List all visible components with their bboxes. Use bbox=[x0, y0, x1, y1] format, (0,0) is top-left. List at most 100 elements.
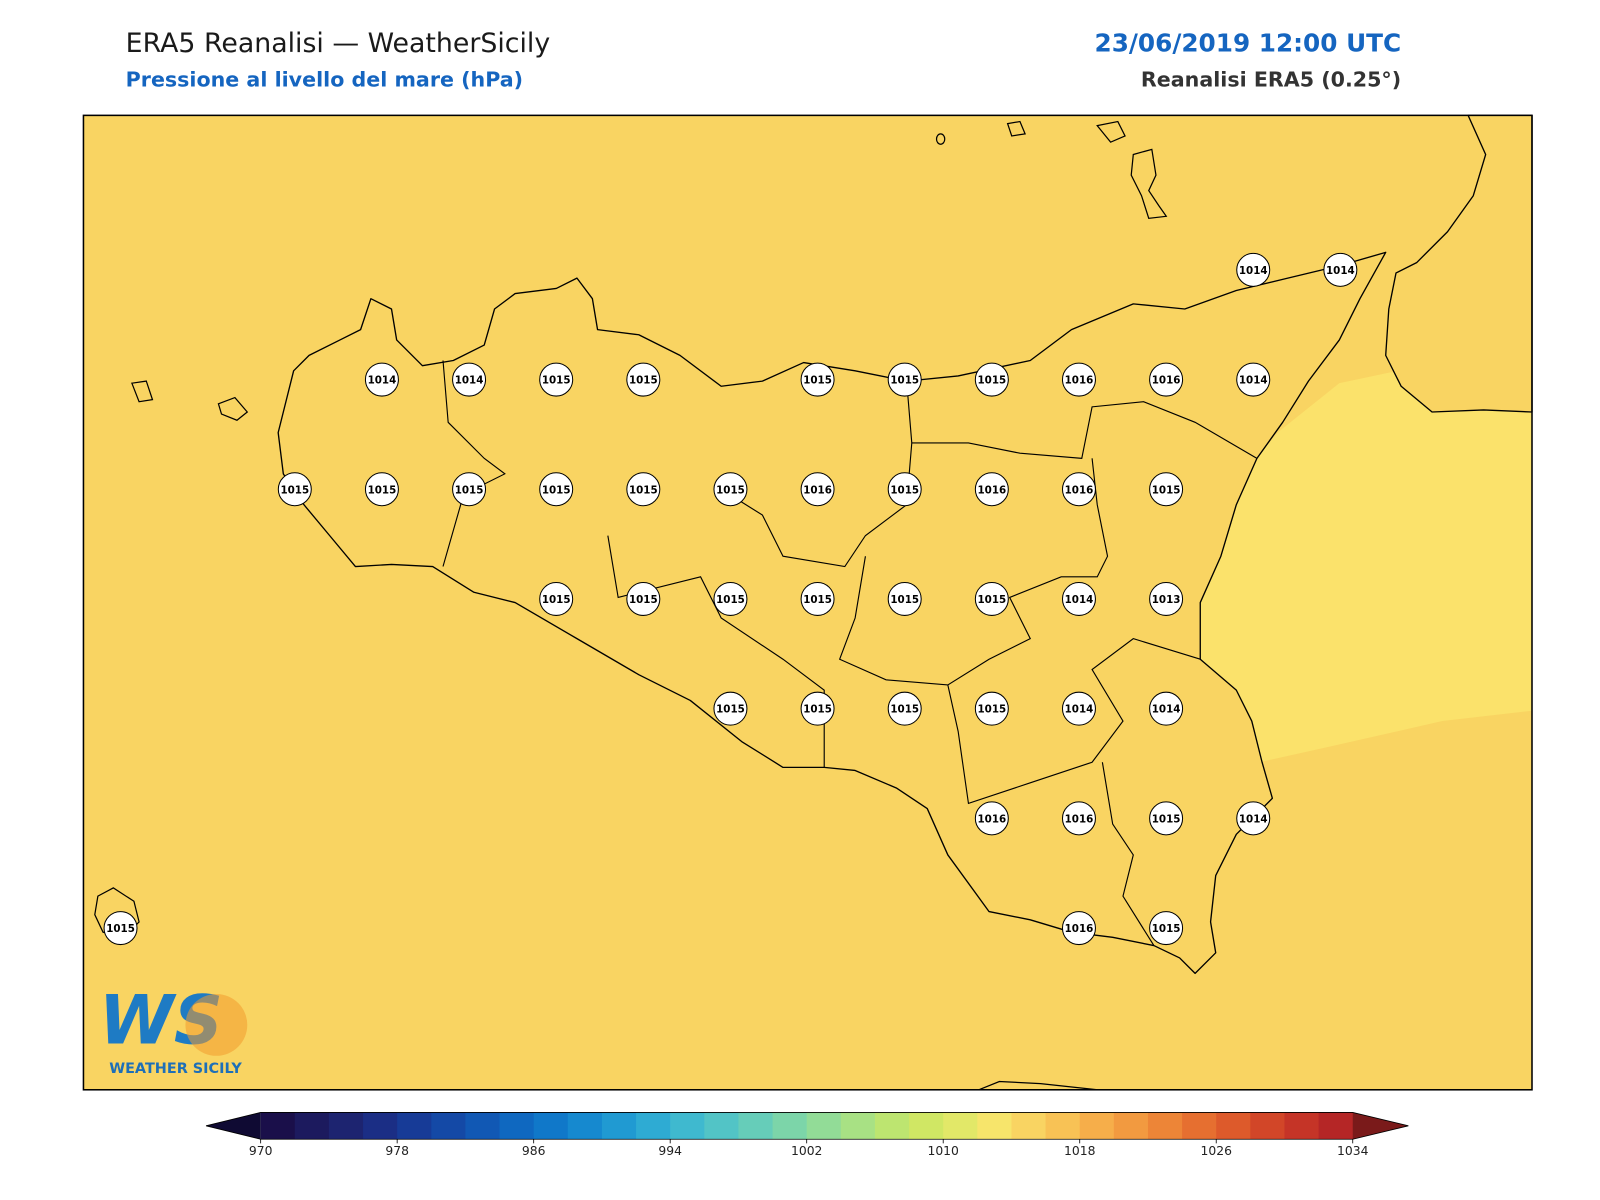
colorbar-bin bbox=[1079, 1112, 1115, 1140]
station-marker bbox=[539, 362, 574, 397]
station-layer: 1014 1014 1014 1014 1015 1015 1015 1015 1015 1016… bbox=[103, 252, 1358, 946]
station-value: 1015 bbox=[716, 704, 745, 716]
station-marker bbox=[1061, 362, 1096, 397]
colorbar-bin bbox=[294, 1112, 330, 1140]
station-value: 1015 bbox=[890, 594, 919, 606]
station-marker bbox=[1061, 801, 1096, 836]
colorbar-bin bbox=[1284, 1112, 1320, 1140]
station-value: 1016 bbox=[1065, 375, 1094, 387]
colorbar-bin bbox=[601, 1112, 637, 1140]
station-value: 1016 bbox=[1065, 813, 1094, 825]
station-value: 1014 bbox=[1326, 265, 1355, 277]
station-marker bbox=[800, 362, 835, 397]
colorbar-bin bbox=[977, 1112, 1012, 1140]
station-value: 1015 bbox=[803, 375, 832, 387]
colorbar-bin bbox=[1011, 1112, 1047, 1140]
station-marker bbox=[452, 472, 487, 507]
station-marker bbox=[452, 362, 487, 397]
island bbox=[1130, 148, 1168, 220]
colorbar-bin bbox=[1250, 1112, 1285, 1140]
colorbar-bin bbox=[670, 1112, 705, 1140]
calabria-coast bbox=[1385, 114, 1533, 413]
station-value: 1015 bbox=[977, 594, 1006, 606]
colorbar-bin bbox=[772, 1112, 808, 1140]
station-marker bbox=[713, 691, 748, 726]
colorbar-under bbox=[206, 1112, 261, 1140]
colorbar-tick-label: 986 bbox=[522, 1144, 546, 1158]
station-value: 1014 bbox=[1239, 813, 1268, 825]
station-marker bbox=[713, 472, 748, 507]
colorbar-bin bbox=[533, 1112, 569, 1140]
colorbar-tick-label: 978 bbox=[385, 1144, 409, 1158]
station-marker bbox=[364, 472, 399, 507]
colorbar-bin bbox=[328, 1112, 364, 1140]
logo-text: WEATHER SICILY bbox=[109, 1061, 242, 1077]
colorbar-bin bbox=[1216, 1112, 1251, 1140]
station-marker bbox=[1149, 362, 1184, 397]
colorbar-bin bbox=[1182, 1112, 1217, 1140]
colorbar-over bbox=[1352, 1112, 1409, 1140]
station-marker bbox=[713, 581, 748, 616]
station-marker bbox=[1061, 911, 1096, 946]
station-marker bbox=[1061, 472, 1096, 507]
station-value: 1015 bbox=[542, 484, 571, 496]
island bbox=[1006, 120, 1026, 137]
station-marker bbox=[539, 581, 574, 616]
date: 23/06/2019 12:00 UTC bbox=[1095, 28, 1402, 57]
station-marker bbox=[626, 581, 661, 616]
station-value: 1015 bbox=[455, 484, 484, 496]
station-value: 1015 bbox=[629, 375, 658, 387]
island bbox=[1096, 120, 1126, 143]
map-area: 1014 1014 1014 1014 1015 1015 1015 1015 1015 1016… bbox=[82, 114, 1533, 1091]
station-value: 1015 bbox=[1152, 813, 1181, 825]
subtitle: Pressione al livello del mare (hPa) bbox=[126, 67, 523, 91]
island bbox=[935, 133, 946, 145]
station-value: 1014 bbox=[455, 375, 484, 387]
colorbar-tick-label: 1010 bbox=[927, 1144, 959, 1158]
station-marker bbox=[974, 362, 1009, 397]
colorbar-bin bbox=[363, 1112, 398, 1140]
station-marker bbox=[887, 472, 922, 507]
station-value: 1014 bbox=[1065, 594, 1094, 606]
station-marker bbox=[800, 472, 835, 507]
colorbar-bin bbox=[567, 1112, 603, 1140]
colorbar-bin bbox=[909, 1112, 944, 1140]
station-marker bbox=[887, 362, 922, 397]
station-marker bbox=[887, 581, 922, 616]
colorbar-tick-label: 1002 bbox=[791, 1144, 822, 1158]
colorbar-bin bbox=[840, 1112, 876, 1140]
colorbar-bin bbox=[465, 1112, 501, 1140]
colorbar-tick-label: 970 bbox=[249, 1144, 273, 1158]
colorbar-bin bbox=[1147, 1112, 1183, 1140]
station-marker bbox=[364, 362, 399, 397]
station-value: 1016 bbox=[803, 484, 832, 496]
station-value: 1014 bbox=[1239, 375, 1268, 387]
logo-sun bbox=[185, 993, 248, 1056]
station-marker bbox=[103, 911, 138, 946]
station-value: 1015 bbox=[542, 375, 571, 387]
station-marker bbox=[1323, 252, 1358, 287]
station-marker bbox=[626, 472, 661, 507]
station-marker bbox=[1149, 581, 1184, 616]
station-value: 1015 bbox=[1152, 484, 1181, 496]
station-value: 1014 bbox=[368, 375, 397, 387]
station-marker bbox=[887, 691, 922, 726]
station-marker bbox=[974, 691, 1009, 726]
station-value: 1015 bbox=[716, 594, 745, 606]
source: Reanalisi ERA5 (0.25°) bbox=[1141, 67, 1401, 91]
station-marker bbox=[277, 472, 312, 507]
station-marker bbox=[1061, 581, 1096, 616]
station-value: 1015 bbox=[977, 704, 1006, 716]
station-value: 1015 bbox=[629, 484, 658, 496]
colorbar-bin bbox=[397, 1112, 432, 1140]
station-value: 1015 bbox=[1152, 923, 1181, 935]
logo: WS WEATHER SICILY bbox=[99, 981, 248, 1077]
station-value: 1016 bbox=[1065, 484, 1094, 496]
station-value: 1015 bbox=[280, 484, 309, 496]
colorbar-bin bbox=[1113, 1112, 1149, 1140]
colorbar-tick-label: 1018 bbox=[1064, 1144, 1096, 1158]
station-value: 1015 bbox=[629, 594, 658, 606]
station-value: 1015 bbox=[803, 594, 832, 606]
station-value: 1013 bbox=[1152, 594, 1181, 606]
